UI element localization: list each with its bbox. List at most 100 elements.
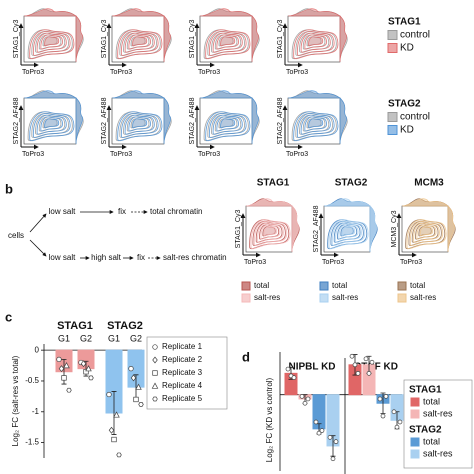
replicate-point bbox=[58, 365, 65, 373]
marginal-right bbox=[291, 205, 299, 253]
marginal-top bbox=[23, 90, 78, 99]
flow-plot: STAG1_Cy3 ToPro3 bbox=[189, 8, 260, 76]
legend-swatch bbox=[241, 281, 251, 291]
contour bbox=[214, 34, 238, 50]
legend-label: total bbox=[423, 396, 440, 406]
contour bbox=[257, 222, 284, 243]
legend-label: salt-res bbox=[423, 448, 453, 458]
replicate-point bbox=[313, 419, 319, 425]
y-axis-label: Log₂ FC (salt-res vs total) bbox=[11, 355, 20, 446]
contour bbox=[132, 36, 148, 47]
legend-title: STAG1 bbox=[388, 17, 421, 28]
legend-box bbox=[146, 336, 228, 410]
contour bbox=[302, 116, 326, 132]
marginal-right bbox=[339, 15, 347, 63]
replicate-point bbox=[352, 362, 358, 368]
contour bbox=[416, 224, 437, 240]
contour bbox=[130, 118, 146, 129]
contour bbox=[300, 32, 331, 53]
x-axis-label: ToPro3 bbox=[110, 69, 132, 76]
legend-marker bbox=[152, 370, 158, 376]
replicate-point bbox=[397, 419, 403, 425]
legend-swatch bbox=[241, 293, 251, 303]
y-axis-label: STAG2_AF488 bbox=[313, 205, 320, 252]
marginal-top bbox=[401, 198, 449, 207]
replicate-point bbox=[327, 435, 333, 440]
error-bar bbox=[380, 392, 386, 414]
legend-title: STAG1 bbox=[409, 385, 442, 396]
replicate-point bbox=[80, 360, 87, 368]
replicate-point bbox=[135, 383, 142, 390]
y-axis-label: Log₂ FC (KD vs control) bbox=[265, 377, 274, 462]
legend-title: STAG2 bbox=[388, 99, 421, 110]
contour bbox=[32, 113, 71, 138]
plot-title: STAG1 bbox=[257, 178, 290, 189]
replicate-point bbox=[363, 356, 369, 362]
replicate-point bbox=[349, 353, 355, 359]
legend-label: Replicate 2 bbox=[162, 355, 203, 364]
marginal-top bbox=[323, 198, 371, 207]
diagram-node: fix bbox=[137, 253, 145, 262]
replicate-point bbox=[83, 369, 89, 375]
marginal-top bbox=[111, 90, 166, 99]
replicate-point bbox=[88, 375, 94, 381]
legend-label: KD bbox=[400, 43, 414, 54]
contour bbox=[117, 111, 163, 142]
plot-title: STAG2 bbox=[335, 178, 368, 189]
replicate-point bbox=[302, 400, 308, 406]
contour bbox=[413, 222, 440, 243]
contour bbox=[406, 219, 447, 250]
replicate-point bbox=[377, 396, 383, 402]
contour bbox=[124, 32, 155, 53]
x-axis-label: ToPro3 bbox=[286, 69, 308, 76]
replicate-point bbox=[61, 375, 67, 381]
x-axis-label: ToPro3 bbox=[400, 259, 422, 266]
contour bbox=[117, 29, 163, 60]
legend-label: control bbox=[400, 30, 430, 41]
replicate-point bbox=[113, 411, 120, 418]
diagram-node: cells bbox=[8, 231, 24, 240]
legend-label: KD bbox=[400, 125, 414, 136]
x-axis-label: ToPro3 bbox=[110, 151, 132, 158]
marginal-right bbox=[369, 205, 377, 253]
contour bbox=[38, 34, 62, 50]
contour bbox=[212, 32, 243, 53]
legend-marker bbox=[152, 344, 158, 350]
contour bbox=[304, 34, 327, 50]
replicate-point bbox=[380, 413, 386, 419]
contour bbox=[212, 114, 243, 135]
replicate-point bbox=[138, 402, 144, 407]
flow-plot: MCM3_Cy3 ToPro3 bbox=[391, 198, 456, 266]
replicate-point bbox=[299, 394, 305, 399]
contour bbox=[120, 113, 159, 138]
flow-arrow bbox=[29, 239, 47, 257]
contour bbox=[132, 118, 148, 129]
legend-swatch bbox=[410, 449, 420, 459]
replicate-point bbox=[56, 356, 62, 363]
contour bbox=[128, 116, 151, 132]
replicate-point bbox=[383, 394, 389, 399]
marginal-top bbox=[245, 198, 293, 207]
contour bbox=[128, 34, 151, 50]
legend-swatch bbox=[397, 281, 407, 291]
contour bbox=[216, 116, 239, 132]
marginal-top bbox=[199, 8, 254, 17]
y-axis-label: STAG1_Cy3 bbox=[235, 210, 242, 249]
contour bbox=[260, 224, 281, 240]
replicate-point bbox=[285, 366, 291, 372]
legend-label: Replicate 3 bbox=[162, 368, 203, 377]
y-axis-label: STAG1_Cy3 bbox=[13, 20, 20, 59]
legend-label: salt-res bbox=[332, 293, 358, 302]
y-axis-label: STAG1_Cy3 bbox=[277, 20, 284, 59]
contour bbox=[216, 34, 239, 50]
contour bbox=[40, 34, 63, 50]
replicate-point bbox=[133, 396, 139, 403]
diagram-node: salt-res chromatin bbox=[163, 253, 227, 262]
x-axis-label: ToPro3 bbox=[22, 151, 44, 158]
contour bbox=[42, 118, 58, 129]
contour bbox=[130, 36, 146, 47]
